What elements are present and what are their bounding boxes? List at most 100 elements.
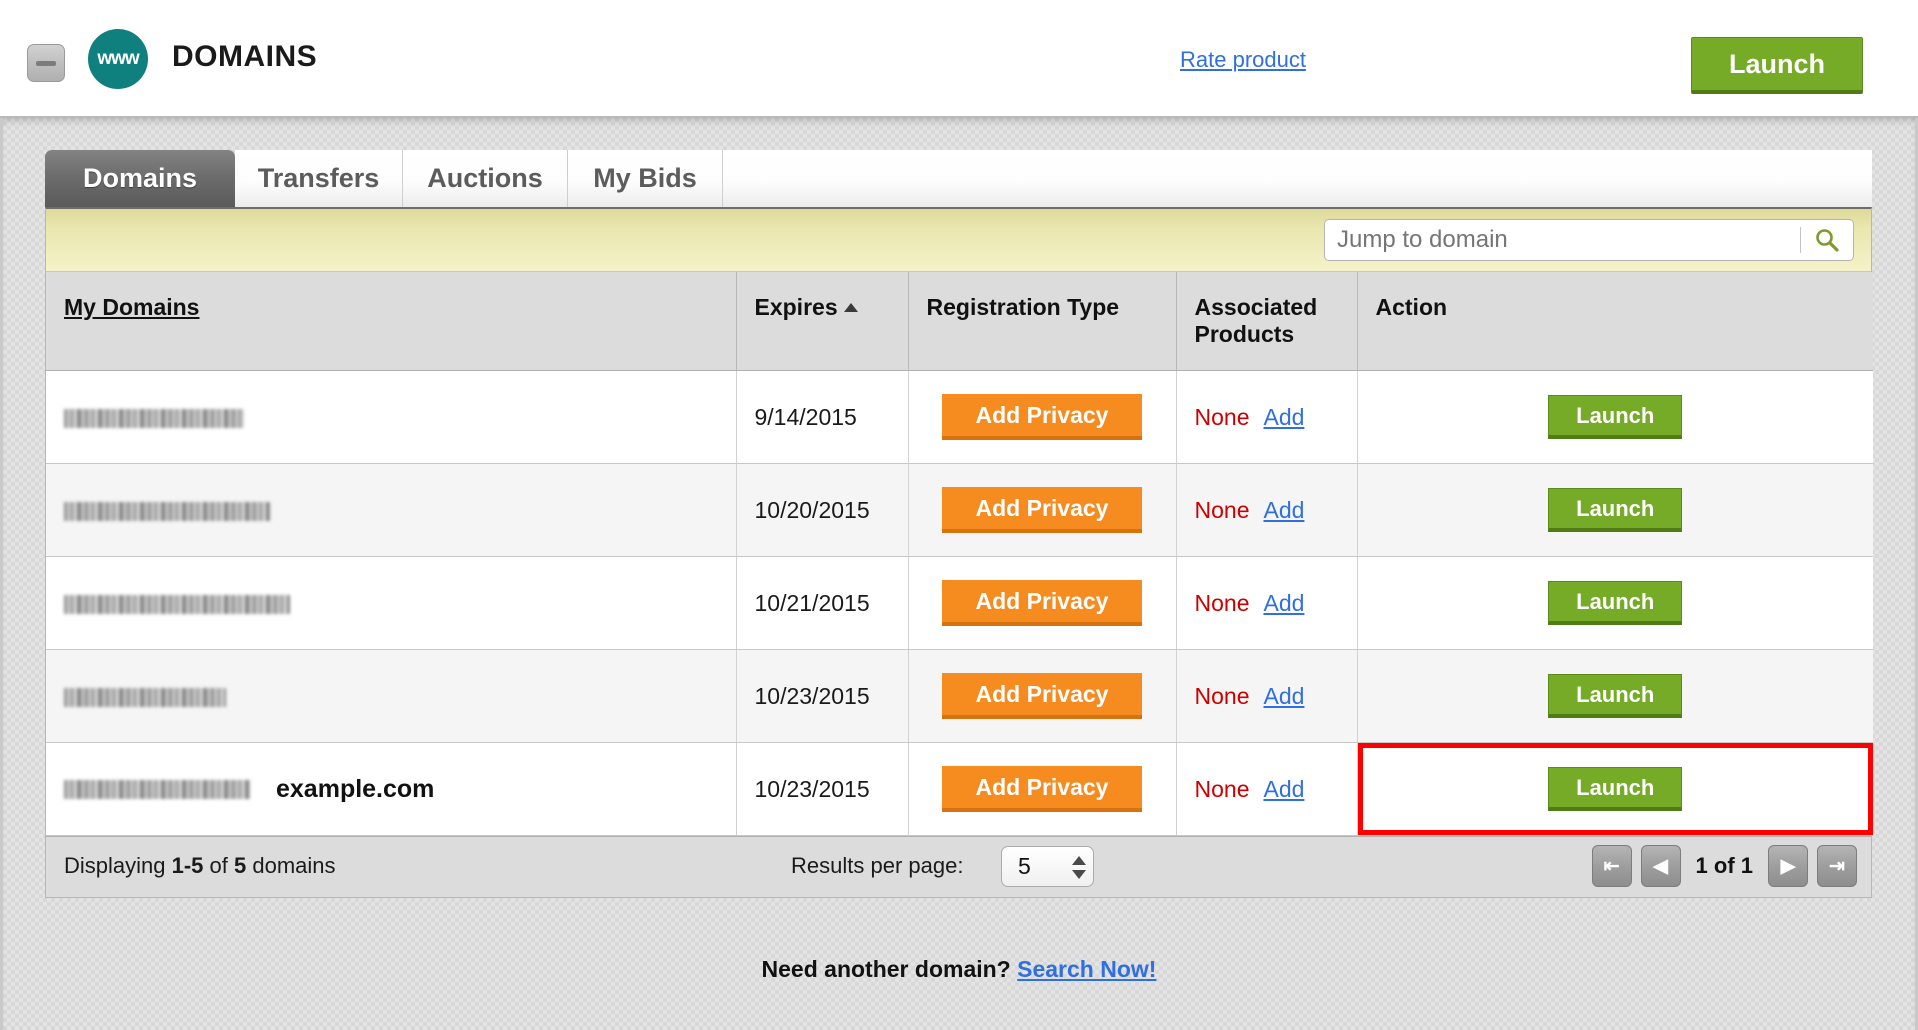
redacted-domain-name — [64, 501, 270, 521]
column-header-expires[interactable]: Expires — [736, 272, 909, 371]
cell-associated-products: None Add — [1176, 742, 1358, 836]
cell-domain-name: example.com — [46, 742, 737, 836]
magnifier-icon[interactable] — [1801, 227, 1853, 253]
sort-ascending-icon — [843, 303, 858, 312]
associated-add-link[interactable]: Add — [1263, 775, 1305, 802]
page-title: DOMAINS — [172, 40, 318, 73]
table-row: example.com 10/23/2015 Add Privacy None … — [46, 742, 1873, 836]
www-logo-icon: www — [88, 29, 148, 89]
associated-products-group: None Add — [1195, 683, 1339, 710]
cell-registration-type: Add Privacy — [908, 556, 1177, 650]
table-row: 10/20/2015 Add Privacy None Add Launch — [46, 463, 1873, 557]
search-now-link[interactable]: Search Now! — [1017, 956, 1157, 982]
tab-my-bids[interactable]: My Bids — [568, 150, 723, 207]
associated-none-label: None — [1194, 682, 1250, 709]
first-page-icon[interactable]: ⇤ — [1591, 845, 1632, 887]
cell-registration-type: Add Privacy — [908, 370, 1177, 464]
domains-table: My Domains Expires Registration Type Ass… — [46, 272, 1873, 836]
cell-associated-products: None Add — [1176, 556, 1358, 650]
results-per-page-stepper[interactable]: 5 — [1001, 846, 1094, 887]
stepper-down-icon[interactable] — [1072, 870, 1086, 879]
redacted-domain-name — [64, 594, 290, 614]
add-privacy-button[interactable]: Add Privacy — [942, 580, 1142, 626]
displaying-range: 1-5 — [171, 853, 204, 878]
cell-expires: 10/23/2015 — [736, 649, 909, 743]
cell-associated-products: None Add — [1176, 463, 1358, 557]
tab-my-bids-label: My Bids — [593, 163, 697, 193]
associated-products-group: None Add — [1195, 404, 1339, 431]
search-field-wrapper[interactable] — [1324, 219, 1854, 261]
tab-auctions-label: Auctions — [427, 163, 543, 193]
associated-products-group: None Add — [1195, 776, 1339, 803]
associated-none-label: None — [1194, 775, 1250, 802]
tab-transfers[interactable]: Transfers — [235, 150, 403, 207]
search-divider — [1800, 227, 1801, 253]
table-footer: Displaying 1-5 of 5 domains Results per … — [46, 836, 1871, 897]
launch-button-row[interactable]: Launch — [1548, 581, 1683, 625]
table-row: 10/21/2015 Add Privacy None Add Launch — [46, 556, 1873, 650]
domains-card: My Domains Expires Registration Type Ass… — [45, 207, 1873, 898]
tab-auctions[interactable]: Auctions — [403, 150, 568, 207]
associated-products-group: None Add — [1195, 590, 1339, 617]
tab-domains[interactable]: Domains — [45, 150, 235, 207]
add-privacy-button[interactable]: Add Privacy — [942, 394, 1142, 440]
cell-action: Launch — [1357, 463, 1873, 557]
table-header-row: My Domains Expires Registration Type Ass… — [46, 272, 1873, 371]
collapse-minus-icon[interactable] — [27, 44, 65, 82]
associated-add-link[interactable]: Add — [1263, 403, 1305, 430]
column-header-associated-products-label: Associated Products — [1194, 294, 1318, 347]
cell-registration-type: Add Privacy — [908, 742, 1177, 836]
column-header-registration-type-label: Registration Type — [926, 294, 1120, 320]
cell-expires: 10/23/2015 — [736, 742, 909, 836]
cell-registration-type: Add Privacy — [908, 463, 1177, 557]
cell-domain-name — [46, 463, 737, 557]
cell-registration-type: Add Privacy — [908, 649, 1177, 743]
sort-my-domains-link[interactable]: My Domains — [64, 294, 200, 320]
displaying-status: Displaying 1-5 of 5 domains — [64, 853, 336, 879]
associated-none-label: None — [1194, 403, 1250, 430]
cell-domain-name — [46, 370, 737, 464]
launch-button-row[interactable]: Launch — [1548, 488, 1683, 532]
page-indicator: 1 of 1 — [1695, 853, 1753, 878]
content-panel: Domains Transfers Auctions My Bids — [0, 118, 1918, 1030]
last-page-icon[interactable]: ⇥ — [1817, 845, 1857, 887]
table-row: 10/23/2015 Add Privacy None Add Launch — [46, 649, 1873, 743]
tab-transfers-label: Transfers — [257, 163, 380, 193]
column-header-my-domains[interactable]: My Domains — [46, 272, 737, 371]
domain-name-label: example.com — [276, 774, 435, 803]
launch-button-row-highlighted[interactable]: Launch — [1548, 767, 1683, 811]
launch-button-header[interactable]: Launch — [1691, 37, 1863, 94]
redacted-domain-name — [64, 687, 226, 707]
column-header-registration-type: Registration Type — [908, 272, 1177, 371]
results-per-page-label: Results per page: — [791, 853, 964, 878]
table-row: 9/14/2015 Add Privacy None Add Launch — [46, 370, 1873, 464]
cell-expires: 9/14/2015 — [736, 370, 909, 464]
need-another-domain-text: Need another domain? — [761, 956, 1018, 982]
cell-action-highlighted: Launch — [1357, 742, 1873, 836]
add-privacy-button[interactable]: Add Privacy — [942, 673, 1142, 719]
associated-add-link[interactable]: Add — [1263, 682, 1305, 709]
pagination-controls: ⇤ ◀ 1 of 1 ▶ ⇥ — [1591, 845, 1857, 887]
column-header-action: Action — [1357, 272, 1873, 371]
add-privacy-button[interactable]: Add Privacy — [942, 766, 1142, 812]
associated-add-link[interactable]: Add — [1263, 589, 1305, 616]
cell-associated-products: None Add — [1176, 649, 1358, 743]
launch-button-row[interactable]: Launch — [1548, 674, 1683, 718]
search-bar — [46, 209, 1871, 272]
redacted-domain-name — [64, 408, 244, 428]
displaying-suffix: domains — [246, 853, 336, 878]
associated-add-link[interactable]: Add — [1263, 496, 1305, 523]
redacted-domain-name — [64, 779, 250, 799]
next-page-icon[interactable]: ▶ — [1768, 845, 1808, 887]
column-header-expires-label: Expires — [754, 294, 838, 320]
search-input[interactable] — [1325, 226, 1800, 254]
launch-button-row[interactable]: Launch — [1548, 395, 1683, 439]
associated-products-group: None Add — [1195, 497, 1339, 524]
cell-expires: 10/21/2015 — [736, 556, 909, 650]
stepper-up-icon[interactable] — [1072, 856, 1086, 865]
rate-product-link[interactable]: Rate product — [1180, 47, 1306, 72]
app-header: www DOMAINS Rate product Launch — [0, 0, 1918, 118]
tab-domains-label: Domains — [82, 163, 198, 193]
add-privacy-button[interactable]: Add Privacy — [942, 487, 1142, 533]
prev-page-icon[interactable]: ◀ — [1640, 845, 1681, 887]
